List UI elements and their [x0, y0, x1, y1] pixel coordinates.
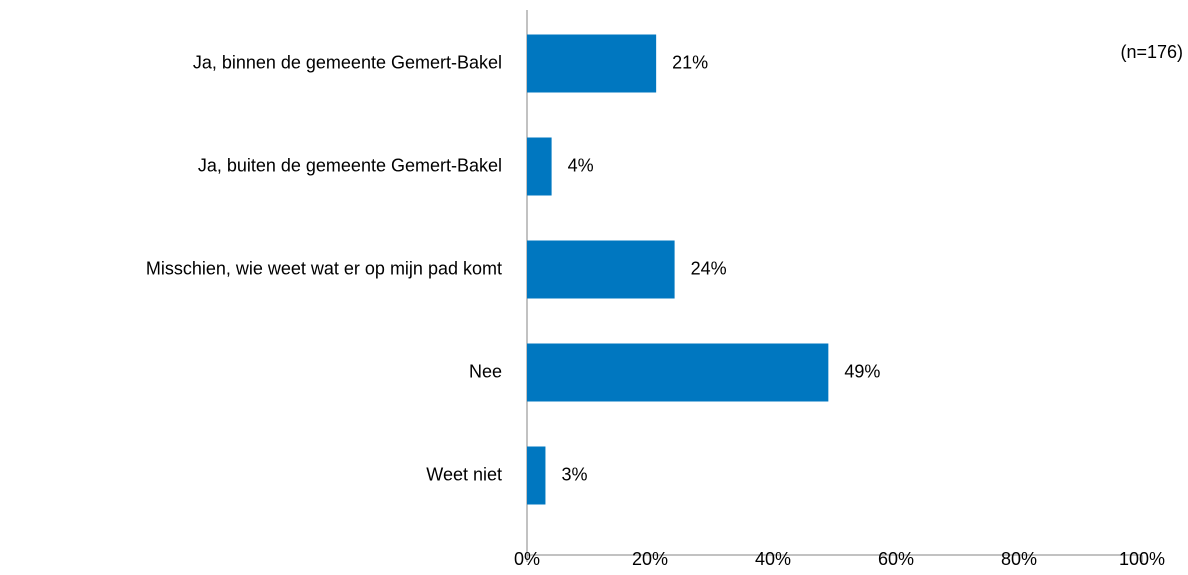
bar — [527, 446, 546, 505]
x-tick-label: 0% — [514, 549, 540, 569]
y-tick-label: Ja, buiten de gemeente Gemert-Bakel — [198, 155, 502, 175]
x-tick-label: 20% — [632, 549, 668, 569]
data-label: 24% — [691, 258, 727, 278]
data-label: 21% — [672, 52, 708, 72]
y-tick-label: Misschien, wie weet wat er op mijn pad k… — [146, 258, 502, 278]
y-tick-label: Ja, binnen de gemeente Gemert-Bakel — [193, 52, 502, 72]
x-tick-label: 80% — [1001, 549, 1037, 569]
y-tick-label: Weet niet — [426, 464, 502, 484]
data-label: 49% — [844, 361, 880, 381]
annotation: (n=176) — [1120, 42, 1183, 62]
y-tick-label: Nee — [469, 361, 502, 381]
x-tick-label: 60% — [878, 549, 914, 569]
data-label: 3% — [561, 464, 587, 484]
x-tick-label: 100% — [1119, 549, 1165, 569]
bar — [527, 137, 552, 196]
data-label: 4% — [568, 155, 594, 175]
x-tick-label: 40% — [755, 549, 791, 569]
bar — [527, 240, 675, 299]
bar — [527, 343, 829, 402]
bar — [527, 34, 657, 93]
